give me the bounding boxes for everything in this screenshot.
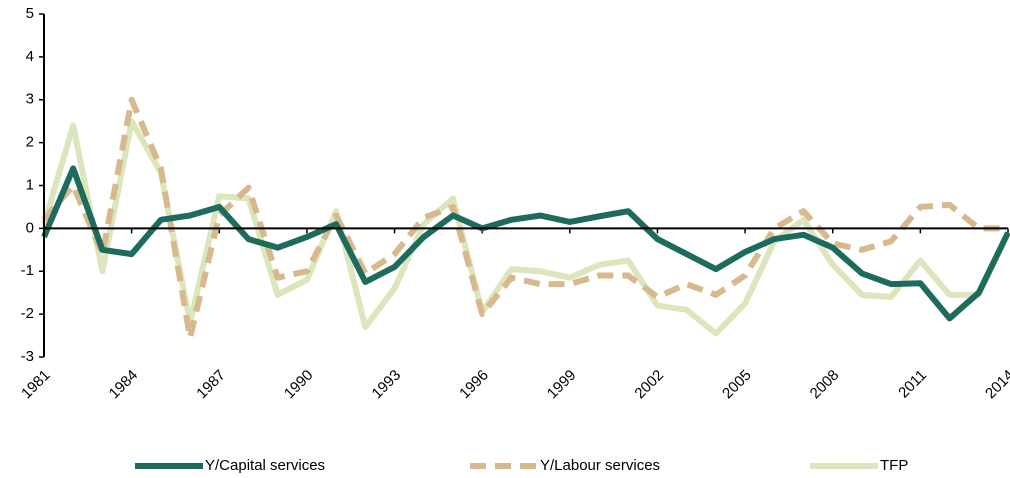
legend-label: Y/Capital services (205, 457, 325, 474)
x-tick-label: 2008 (807, 367, 843, 403)
y-tick-label: 4 (26, 48, 34, 65)
series-line (41, 118, 1010, 337)
y-tick-label: 5 (26, 5, 34, 22)
x-tick-label: 1984 (106, 367, 142, 403)
x-tick-label: 1987 (193, 367, 229, 403)
legend-label: Y/Labour services (540, 457, 660, 474)
y-tick-label: 3 (26, 91, 34, 108)
x-tick-label: 1999 (544, 367, 580, 403)
series-line (41, 96, 1008, 341)
x-tick-label: 1993 (369, 367, 405, 403)
y-tick-label: -3 (21, 348, 34, 365)
y-tick-label: -1 (21, 262, 34, 279)
series-line (41, 165, 1010, 322)
legend-label: TFP (880, 457, 908, 474)
x-tick-label: 1990 (281, 367, 317, 403)
x-tick-label: 1981 (18, 367, 54, 403)
x-tick-label: 2005 (719, 367, 755, 403)
x-tick-label: 2014 (982, 367, 1010, 403)
y-tick-label: -2 (21, 305, 34, 322)
x-tick-label: 1996 (456, 367, 492, 403)
y-tick-label: 0 (26, 219, 34, 236)
y-tick-label: 1 (26, 176, 34, 193)
y-tick-label: 2 (26, 134, 34, 151)
x-tick-label: 2002 (631, 367, 667, 403)
x-tick-label: 2011 (895, 367, 930, 402)
